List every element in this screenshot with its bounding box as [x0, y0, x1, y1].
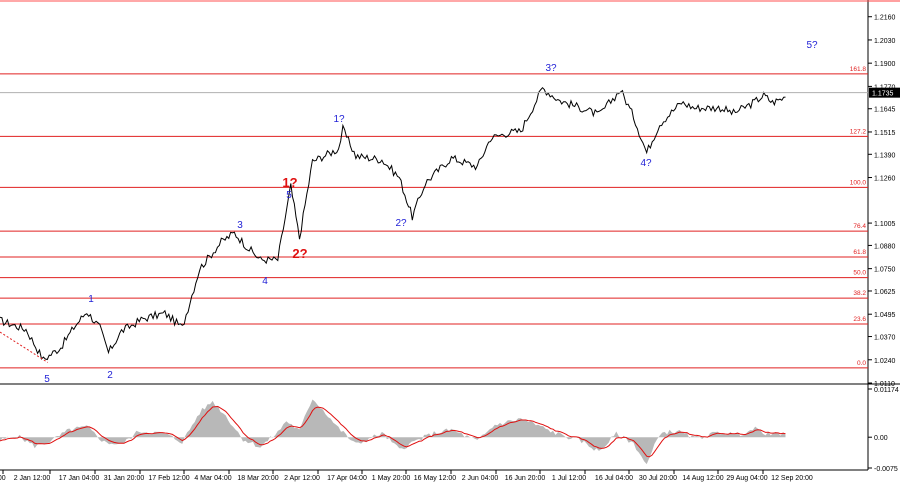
price-axis-label: 1.1005	[874, 221, 896, 228]
fib-level-label: 0.0	[857, 360, 866, 367]
time-axis-label: 16 Jul 04:00	[595, 475, 633, 482]
time-axis-label: 29 Aug 04:00	[726, 475, 767, 482]
price-axis-label: 1.0370	[874, 335, 896, 342]
wave-label: 3	[237, 220, 243, 231]
price-axis-label: 1.0625	[874, 289, 896, 296]
price-axis-label: 1.2030	[874, 38, 896, 45]
fib-level-label: 50.0	[853, 270, 866, 277]
fib-level-label: 38.2	[853, 290, 866, 297]
time-axis-label: 14 Aug 12:00	[682, 475, 723, 482]
time-axis-label-first: 0:00	[0, 475, 6, 482]
time-axis-label: 17 Jan 04:00	[59, 475, 100, 482]
macd-axis-label: 0.00	[874, 435, 888, 442]
current-price: 1.1735	[0, 87, 900, 98]
time-axis-label: 16 May 12:00	[414, 475, 457, 482]
current-price-tag	[869, 87, 900, 98]
price-axis-label: 1.1900	[874, 61, 896, 68]
wave-label: 5?	[806, 40, 818, 51]
fib-level-label: 61.8	[853, 249, 866, 256]
price-axis: 1.21601.20301.19001.17701.16451.15151.13…	[868, 15, 896, 388]
time-axis-label: 2 Jun 04:00	[462, 475, 499, 482]
fib-level-label: 76.4	[853, 223, 866, 230]
wave-label: 2?	[292, 246, 307, 261]
wave-label: 5	[44, 374, 50, 385]
macd-axis-label: 0.01174	[874, 387, 899, 394]
wave-label: 1?	[282, 175, 297, 190]
macd-indicator	[0, 399, 786, 465]
price-axis-label: 1.0495	[874, 312, 896, 319]
time-axis-label: 1 Jul 12:00	[552, 475, 586, 482]
time-axis-label: 2 Jan 12:00	[14, 475, 51, 482]
time-axis-label: 17 Feb 12:00	[148, 475, 189, 482]
price-axis-label: 1.1645	[874, 107, 896, 114]
time-axis-label: 30 Jul 20:00	[639, 475, 677, 482]
current-price-value: 1.1735	[872, 91, 894, 98]
fib-level-label: 161.8	[850, 66, 867, 73]
wave-label: 5	[286, 190, 292, 201]
time-axis-label: 31 Jan 20:00	[104, 475, 145, 482]
time-axis-label: 16 Jun 20:00	[505, 475, 546, 482]
price-series	[0, 86, 786, 363]
price-axis-label: 1.0240	[874, 358, 896, 365]
time-axis-label: 17 Apr 04:00	[327, 475, 367, 482]
wave-label: 2?	[395, 218, 407, 229]
price-axis-label: 1.1515	[874, 130, 896, 137]
trend-line	[0, 331, 49, 363]
wave-label: 2	[107, 370, 113, 381]
fib-level-label: 23.6	[853, 316, 866, 323]
time-axis-label: 2 Apr 12:00	[284, 475, 320, 482]
price-axis-label: 1.2160	[874, 15, 896, 22]
time-axis-label: 18 Mar 20:00	[237, 475, 278, 482]
macd-signal-line	[0, 405, 786, 458]
price-axis-label: 1.1390	[874, 152, 896, 159]
macd-axis-label: -0.0075	[874, 466, 898, 473]
price-axis-label: 1.1260	[874, 176, 896, 183]
wave-label: 4	[262, 276, 268, 287]
price-line	[0, 86, 786, 361]
wave-label: 1?	[333, 114, 345, 125]
price-axis-label: 1.0110	[874, 381, 895, 388]
wave-label: 4?	[640, 158, 652, 169]
time-axis-label: 12 Sep 20:00	[771, 475, 813, 482]
fib-level-label: 127.2	[850, 128, 867, 135]
fib-level-label: 100.0	[850, 179, 867, 186]
macd-axis: 0.01174 0.00 -0.0075	[868, 387, 899, 473]
wave-label: 1	[88, 294, 94, 305]
fibonacci-levels: 161.8 127.2 100.0 76.4 61.8 50.0 38.2 23.6 0.0	[0, 0, 868, 369]
price-axis-label: 1.0880	[874, 243, 896, 250]
time-axis-label: 1 May 20:00	[372, 475, 411, 482]
price-axis-label: 1.0750	[874, 267, 896, 274]
time-axis-label: 4 Mar 04:00	[194, 475, 231, 482]
wave-label: 3?	[545, 63, 557, 74]
